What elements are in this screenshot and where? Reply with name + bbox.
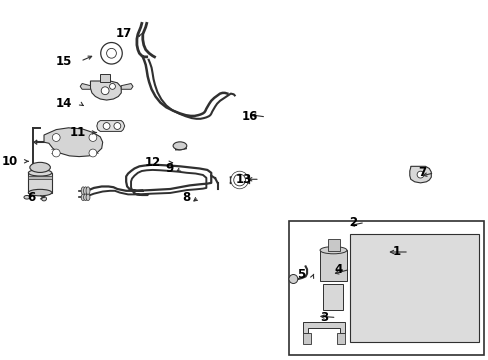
Text: 1: 1 — [392, 246, 400, 258]
Ellipse shape — [41, 197, 46, 201]
Bar — [100, 74, 110, 82]
Ellipse shape — [86, 194, 90, 201]
Circle shape — [416, 171, 423, 178]
Text: 9: 9 — [165, 162, 173, 175]
Circle shape — [89, 134, 97, 141]
Ellipse shape — [320, 247, 346, 254]
Circle shape — [106, 48, 116, 58]
Text: 16: 16 — [242, 111, 258, 123]
Text: 5: 5 — [297, 268, 305, 281]
Polygon shape — [121, 84, 133, 89]
Text: 6: 6 — [27, 191, 35, 204]
Polygon shape — [80, 84, 90, 89]
Circle shape — [103, 122, 110, 130]
Ellipse shape — [30, 162, 50, 172]
Circle shape — [101, 87, 109, 95]
Circle shape — [89, 149, 97, 157]
Bar — [320, 250, 346, 281]
Circle shape — [52, 134, 60, 141]
Ellipse shape — [288, 274, 297, 284]
Ellipse shape — [86, 187, 90, 195]
Text: 12: 12 — [145, 156, 161, 169]
Text: 2: 2 — [348, 216, 356, 229]
Ellipse shape — [28, 189, 52, 196]
Bar — [337, 333, 344, 344]
Ellipse shape — [173, 142, 186, 150]
Circle shape — [109, 84, 115, 89]
Polygon shape — [303, 322, 344, 333]
Text: 17: 17 — [116, 27, 132, 40]
Circle shape — [52, 149, 60, 157]
Bar — [288, 221, 483, 355]
Bar — [322, 284, 343, 310]
Polygon shape — [44, 128, 102, 157]
Text: 14: 14 — [56, 97, 72, 110]
Bar — [303, 333, 310, 344]
Text: 3: 3 — [320, 311, 328, 324]
Polygon shape — [97, 121, 124, 131]
Ellipse shape — [81, 187, 85, 195]
Circle shape — [230, 171, 248, 189]
Text: 13: 13 — [235, 173, 251, 186]
Circle shape — [101, 42, 122, 64]
Text: 7: 7 — [417, 166, 426, 179]
Text: 10: 10 — [1, 155, 18, 168]
Ellipse shape — [28, 170, 52, 176]
Ellipse shape — [81, 194, 85, 201]
Text: 15: 15 — [56, 55, 72, 68]
Ellipse shape — [83, 194, 87, 201]
Text: 8: 8 — [182, 191, 190, 204]
Ellipse shape — [83, 187, 87, 195]
Circle shape — [233, 174, 245, 186]
Bar — [349, 234, 478, 342]
Text: 4: 4 — [333, 263, 342, 276]
Circle shape — [114, 122, 121, 130]
Bar — [327, 239, 339, 251]
Text: 11: 11 — [69, 126, 85, 139]
Ellipse shape — [24, 195, 30, 199]
Polygon shape — [90, 81, 121, 100]
Bar — [28, 173, 52, 193]
Bar — [28, 176, 52, 179]
Polygon shape — [409, 166, 430, 183]
